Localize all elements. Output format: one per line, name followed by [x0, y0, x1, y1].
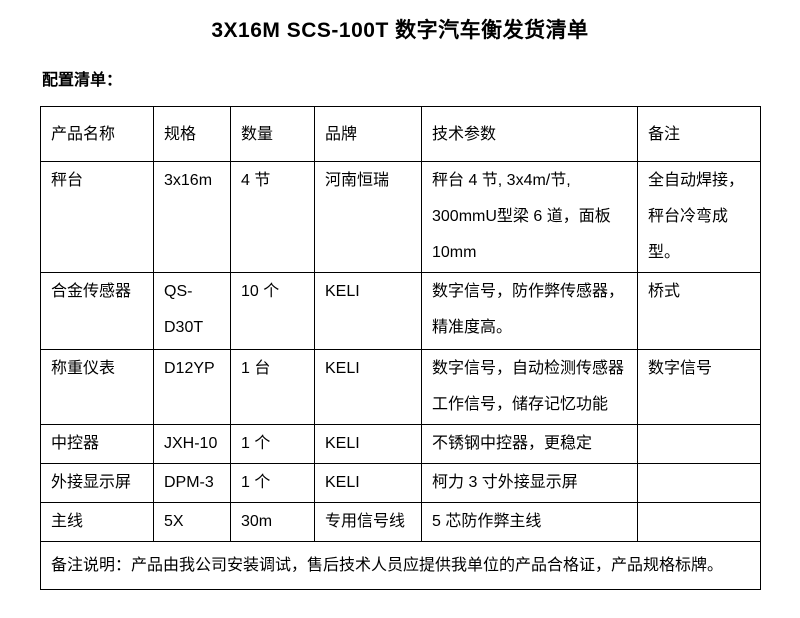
cell-spec: 3x16m — [153, 161, 231, 273]
cell-quantity: 1 个 — [230, 463, 315, 503]
table-row-main-cable: 主线 5X 30m 专用信号线 5 芯防作弊主线 — [40, 502, 761, 542]
column-header-quantity: 数量 — [230, 106, 315, 162]
cell-product-name: 秤台 — [40, 161, 154, 273]
cell-brand: 专用信号线 — [314, 502, 422, 542]
cell-spec: JXH-10 — [153, 424, 231, 464]
cell-tech-params: 秤台 4 节, 3x4m/节, 300mmU型梁 6 道，面板 10mm — [421, 161, 638, 273]
table-row-external-display: 外接显示屏 DPM-3 1 个 KELI 柯力 3 寸外接显示屏 — [40, 463, 761, 503]
column-header-tech-params: 技术参数 — [421, 106, 638, 162]
cell-tech-params: 数字信号，自动检测传感器工作信号，储存记忆功能 — [421, 349, 638, 425]
cell-brand: 河南恒瑞 — [314, 161, 422, 273]
table-header-row: 产品名称 规格 数量 品牌 技术参数 备注 — [40, 106, 761, 162]
cell-quantity: 4 节 — [230, 161, 315, 273]
cell-spec: DPM-3 — [153, 463, 231, 503]
cell-remarks: 桥式 — [637, 272, 761, 350]
table-row-junction-box: 中控器 JXH-10 1 个 KELI 不锈钢中控器，更稳定 — [40, 424, 761, 464]
cell-remarks: 全自动焊接，秤台冷弯成型。 — [637, 161, 761, 273]
cell-brand: KELI — [314, 424, 422, 464]
cell-product-name: 主线 — [40, 502, 154, 542]
cell-quantity: 10 个 — [230, 272, 315, 350]
cell-brand: KELI — [314, 349, 422, 425]
cell-quantity: 1 个 — [230, 424, 315, 464]
table-row-load-cell: 合金传感器 QS-D30T 10 个 KELI 数字信号，防作弊传感器，精准度高… — [40, 272, 761, 350]
cell-remarks — [637, 463, 761, 503]
cell-quantity: 1 台 — [230, 349, 315, 425]
column-header-remarks: 备注 — [637, 106, 761, 162]
cell-remarks — [637, 502, 761, 542]
cell-product-name: 称重仪表 — [40, 349, 154, 425]
config-list-label: 配置清单： — [42, 72, 123, 89]
column-header-brand: 品牌 — [314, 106, 422, 162]
column-header-product-name: 产品名称 — [40, 106, 154, 162]
cell-spec: QS-D30T — [153, 272, 231, 350]
cell-brand: KELI — [314, 463, 422, 503]
table-row-weighbridge: 秤台 3x16m 4 节 河南恒瑞 秤台 4 节, 3x4m/节, 300mmU… — [40, 161, 761, 273]
page-title: 3X16M SCS-100T 数字汽车衡发货清单 — [211, 19, 589, 42]
table-row-indicator: 称重仪表 D12YP 1 台 KELI 数字信号，自动检测传感器工作信号，储存记… — [40, 349, 761, 425]
cell-spec: D12YP — [153, 349, 231, 425]
column-header-spec: 规格 — [153, 106, 231, 162]
table-footer-note-row: 备注说明：产品由我公司安装调试，售后技术人员应提供我单位的产品合格证，产品规格标… — [40, 541, 761, 590]
cell-tech-params: 柯力 3 寸外接显示屏 — [421, 463, 638, 503]
cell-tech-params: 5 芯防作弊主线 — [421, 502, 638, 542]
cell-brand: KELI — [314, 272, 422, 350]
cell-quantity: 30m — [230, 502, 315, 542]
cell-product-name: 中控器 — [40, 424, 154, 464]
cell-spec: 5X — [153, 502, 231, 542]
cell-product-name: 外接显示屏 — [40, 463, 154, 503]
footer-note: 备注说明：产品由我公司安装调试，售后技术人员应提供我单位的产品合格证，产品规格标… — [40, 541, 761, 590]
cell-remarks — [637, 424, 761, 464]
cell-product-name: 合金传感器 — [40, 272, 154, 350]
cell-tech-params: 不锈钢中控器，更稳定 — [421, 424, 638, 464]
cell-remarks: 数字信号 — [637, 349, 761, 425]
cell-tech-params: 数字信号，防作弊传感器，精准度高。 — [421, 272, 638, 350]
delivery-list-document: 3X16M SCS-100T 数字汽车衡发货清单 配置清单： 产品名称 规格 数… — [0, 14, 800, 618]
products-table: 产品名称 规格 数量 品牌 技术参数 备注 秤台 3x16m 4 节 河南恒瑞 … — [40, 106, 761, 590]
